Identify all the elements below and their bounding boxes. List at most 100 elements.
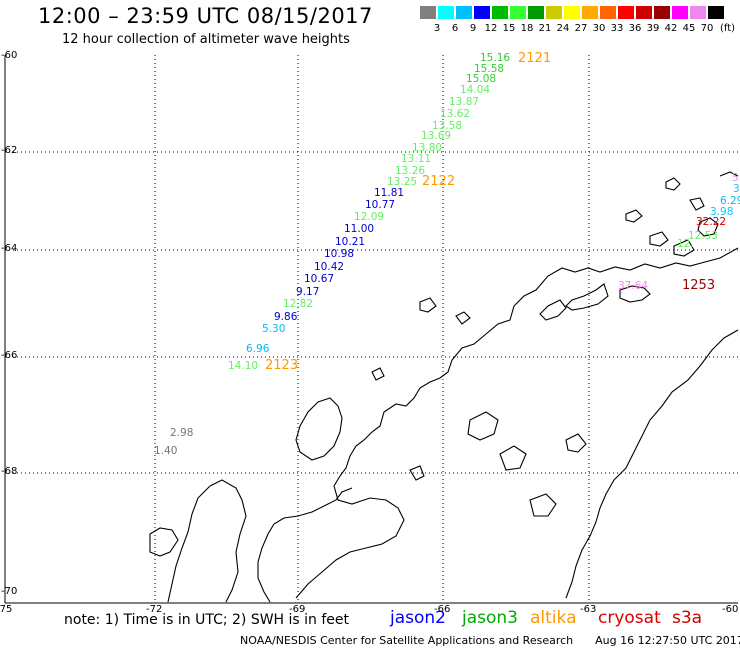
wave-height-value: 11.81 <box>374 187 405 199</box>
map-frame <box>4 55 738 604</box>
map-subtitle: 12 hour collection of altimeter wave hei… <box>62 32 350 47</box>
wave-height-value: 13.25 <box>387 176 418 188</box>
wave-height-value: 6.96 <box>246 343 270 355</box>
legend-swatch <box>474 6 490 19</box>
legend-label: 42 <box>664 23 678 34</box>
legend-swatch <box>690 6 706 19</box>
wave-height-value: 13.80 <box>412 142 443 154</box>
legend-swatch <box>600 6 616 19</box>
wave-height-value: 10.98 <box>324 248 355 260</box>
legend-swatch <box>636 6 652 19</box>
wave-height-value: 37.64 <box>618 280 649 292</box>
satellite-name-s3a: s3a <box>672 608 703 628</box>
wave-height-value: 10.77 <box>365 199 396 211</box>
legend-swatch <box>582 6 598 19</box>
latitude-tick-label: -70 <box>1 586 18 597</box>
longitude-tick-label: -63 <box>580 604 597 615</box>
footer-credit: NOAA/NESDIS Center for Satellite Applica… <box>240 634 740 647</box>
legend-label: 9 <box>469 23 477 34</box>
wave-height-value: 2.98 <box>170 427 194 439</box>
longitude-tick-label: -60 <box>722 604 739 615</box>
legend-label: 3 <box>433 23 441 34</box>
legend-label: 39 <box>646 23 660 34</box>
legend-swatch <box>654 6 670 19</box>
legend-swatch <box>438 6 454 19</box>
wave-height-value: 3. <box>733 183 740 195</box>
legend-swatch <box>708 6 724 19</box>
wave-height-value: 12.53 <box>688 230 719 242</box>
wave-height-value: 10.67 <box>304 273 335 285</box>
wave-height-value: 13.87 <box>449 96 480 108</box>
legend-label: 24 <box>556 23 570 34</box>
legend-unit: (ft) <box>720 23 736 34</box>
wave-height-value: 13.11 <box>401 153 432 165</box>
wave-height-value: 11.00 <box>344 223 375 235</box>
legend-swatch <box>546 6 562 19</box>
wave-height-value: 6.29 <box>720 195 740 207</box>
satellite-name-jason2: jason2 <box>390 608 446 628</box>
wave-height-value: 15.58 <box>474 63 505 75</box>
longitude-tick-label: -75 <box>0 604 13 615</box>
legend-label: 36 <box>628 23 642 34</box>
legend-label: 6 <box>451 23 459 34</box>
legend-swatch <box>564 6 580 19</box>
wave-height-value: 12.82 <box>283 298 314 310</box>
pass-time-label: 2121 <box>518 51 552 66</box>
legend-swatch <box>456 6 472 19</box>
wave-height-value: 13.58 <box>432 120 463 132</box>
satellite-name-cryosat: cryosat <box>598 608 661 628</box>
wave-height-value: 9.17 <box>296 286 320 298</box>
longitude-tick-label: -66 <box>434 604 451 615</box>
credit-text: NOAA/NESDIS Center for Satellite Applica… <box>240 634 574 647</box>
wave-height-value: 13.69 <box>421 130 452 142</box>
latitude-tick-label: -60 <box>1 50 18 61</box>
legend-label: 27 <box>574 23 588 34</box>
generated-timestamp: Aug 16 12:27:50 UTC 2017 <box>595 634 740 647</box>
latitude-tick-label: -66 <box>1 350 18 361</box>
wave-height-value: 13.26 <box>395 165 426 177</box>
footer-note: note: 1) Time is in UTC; 2) SWH is in fe… <box>64 612 350 628</box>
wave-height-value: 9.86 <box>274 311 298 323</box>
legend-swatch <box>420 6 436 19</box>
pass-time-label: 2123 <box>265 358 299 373</box>
wave-height-value: 5.30 <box>262 323 286 335</box>
legend-label: 12 <box>484 23 498 34</box>
latitude-tick-label: -62 <box>1 145 18 156</box>
wave-height-value: 15.08 <box>466 73 497 85</box>
legend-label: 15 <box>502 23 516 34</box>
satellite-name-altika: altika <box>530 608 577 628</box>
coastline <box>149 171 739 603</box>
wave-height-value: 14.10 <box>228 360 259 372</box>
legend-label: 18 <box>520 23 534 34</box>
wave-height-value: 14.04 <box>460 84 491 96</box>
wave-height-value: 15.16 <box>480 52 511 64</box>
wave-height-value: 32.22 <box>696 216 727 228</box>
legend-swatch <box>510 6 526 19</box>
legend-label: 33 <box>610 23 624 34</box>
legend-swatch <box>672 6 688 19</box>
pass-time-label: 2122 <box>422 174 456 189</box>
wave-height-value: 13.62 <box>440 108 471 120</box>
legend-label: 45 <box>682 23 696 34</box>
legend-swatch <box>492 6 508 19</box>
wave-height-value: 1.40 <box>154 445 178 457</box>
map-title: 12:00 – 23:59 UTC 08/15/2017 <box>38 4 373 28</box>
latitude-tick-label: -64 <box>1 243 18 254</box>
map-title-block: 12:00 – 23:59 UTC 08/15/2017 12 hour col… <box>0 0 420 47</box>
legend-label: 30 <box>592 23 606 34</box>
pass-time-label: 1253 <box>682 278 716 293</box>
wave-height-value: 12. <box>677 238 694 250</box>
longitude-tick-label: -69 <box>289 604 306 615</box>
wave-height-value: 5. <box>732 172 740 184</box>
wave-height-value: 12.09 <box>354 211 385 223</box>
satellite-name-jason3: jason3 <box>462 608 518 628</box>
wave-height-value: 3.98 <box>710 206 734 218</box>
wave-height-value: 10.21 <box>335 236 366 248</box>
legend-label: 70 <box>700 23 714 34</box>
legend-swatch <box>528 6 544 19</box>
latitude-tick-label: -68 <box>1 466 18 477</box>
legend-label: 21 <box>538 23 552 34</box>
longitude-tick-label: -72 <box>146 604 163 615</box>
wave-height-value: 10.42 <box>314 261 345 273</box>
